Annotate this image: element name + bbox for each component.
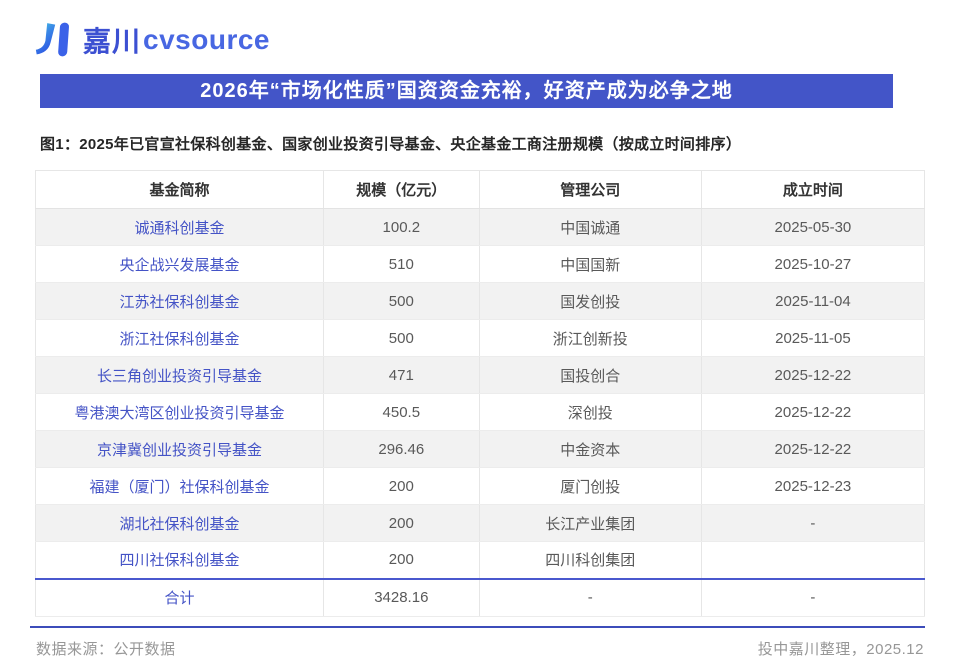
fund-name-link[interactable]: 江苏社保科创基金 — [119, 293, 240, 311]
column-header-date: 成立时间 — [701, 170, 925, 209]
date-cell: 2025-12-23 — [701, 467, 925, 505]
date-cell: 2025-12-22 — [701, 393, 925, 431]
manager-cell: 厦门创投 — [479, 467, 702, 505]
scale-cell: 510 — [323, 245, 480, 283]
footer-divider — [30, 626, 925, 628]
date-cell: 2025-11-05 — [701, 319, 925, 357]
manager-cell: 中国国新 — [479, 245, 702, 283]
banner-title: 2026年“市场化性质”国资资金充裕，好资产成为必争之地 — [200, 80, 733, 102]
total-label-cell: 合计 — [35, 577, 325, 617]
manager-cell: 浙江创新投 — [479, 319, 702, 357]
table-row: 江苏社保科创基金 500 国发创投 2025-11-04 — [35, 282, 925, 320]
date-cell: 2025-05-30 — [701, 208, 925, 246]
column-header-fund: 基金简称 — [35, 170, 325, 209]
fund-name-link[interactable]: 央企战兴发展基金 — [119, 256, 240, 274]
table-body: 诚通科创基金 100.2 中国诚通 2025-05-30 央企战兴发展基金 510 中国国新… — [35, 208, 925, 579]
scale-cell: 500 — [323, 282, 480, 320]
date-cell: 2025-12-22 — [701, 430, 925, 468]
manager-cell: 深创投 — [479, 393, 702, 431]
page-footer: 数据来源：公开数据 投中嘉川整理，2025.12 — [36, 638, 924, 659]
table-header-row: 基金简称 规模（亿元） 管理公司 成立时间 — [35, 170, 925, 209]
total-date-cell: - — [701, 577, 925, 617]
table-row: 央企战兴发展基金 510 中国国新 2025-10-27 — [35, 245, 925, 283]
scale-cell: 450.5 — [323, 393, 480, 431]
table-row: 四川社保科创基金 200 四川科创集团 — [35, 541, 925, 579]
manager-cell: 四川科创集团 — [479, 541, 702, 579]
scale-cell: 296.46 — [323, 430, 480, 468]
brand-header: 嘉川 cvsource — [35, 20, 960, 60]
brand-name-cn: 嘉川 — [83, 26, 142, 57]
column-header-scale: 规模（亿元） — [323, 170, 480, 209]
fund-cell: 央企战兴发展基金 — [35, 245, 325, 283]
fund-cell: 浙江社保科创基金 — [35, 319, 325, 357]
scale-cell: 200 — [323, 467, 480, 505]
scale-cell: 100.2 — [323, 208, 480, 246]
brand-name-en: cvsource — [143, 24, 270, 55]
fund-name-link[interactable]: 粤港澳大湾区创业投资引导基金 — [74, 404, 285, 422]
scale-cell: 200 — [323, 541, 480, 579]
scale-cell: 500 — [323, 319, 480, 357]
fund-name-link[interactable]: 浙江社保科创基金 — [119, 330, 240, 348]
title-banner: 2026年“市场化性质”国资资金充裕，好资产成为必争之地 — [40, 74, 893, 108]
table-row: 粤港澳大湾区创业投资引导基金 450.5 深创投 2025-12-22 — [35, 393, 925, 431]
fund-cell: 湖北社保科创基金 — [35, 504, 325, 542]
table-row: 诚通科创基金 100.2 中国诚通 2025-05-30 — [35, 208, 925, 246]
manager-cell: 国发创投 — [479, 282, 702, 320]
fund-name-link[interactable]: 长三角创业投资引导基金 — [97, 367, 263, 385]
fund-cell: 江苏社保科创基金 — [35, 282, 325, 320]
data-source-text: 数据来源：公开数据 — [36, 641, 176, 658]
manager-cell: 国投创合 — [479, 356, 702, 394]
manager-cell: 中国诚通 — [479, 208, 702, 246]
date-cell — [701, 541, 925, 579]
table-row: 长三角创业投资引导基金 471 国投创合 2025-12-22 — [35, 356, 925, 394]
credit-text: 投中嘉川整理，2025.12 — [757, 641, 924, 658]
total-manager-cell: - — [479, 577, 702, 617]
date-cell: 2025-11-04 — [701, 282, 925, 320]
table-row: 福建（厦门）社保科创基金 200 厦门创投 2025-12-23 — [35, 467, 925, 505]
fund-cell: 京津冀创业投资引导基金 — [35, 430, 325, 468]
figure-caption: 图1：2025年已官宣社保科创基金、国家创业投资引导基金、央企基金工商注册规模（… — [40, 136, 742, 153]
fund-cell: 福建（厦门）社保科创基金 — [35, 467, 325, 505]
total-row: 合计 3428.16 - - — [35, 577, 925, 617]
scale-cell: 200 — [323, 504, 480, 542]
column-header-manager: 管理公司 — [479, 170, 702, 209]
table-row: 京津冀创业投资引导基金 296.46 中金资本 2025-12-22 — [35, 430, 925, 468]
date-cell: 2025-10-27 — [701, 245, 925, 283]
fund-name-link[interactable]: 四川社保科创基金 — [119, 552, 240, 570]
fund-table: 基金简称 规模（亿元） 管理公司 成立时间 诚通科创基金 100.2 中国诚通 202… — [35, 170, 925, 617]
report-page: 嘉川 cvsource 2026年“市场化性质”国资资金充裕，好资产成为必争之地… — [0, 20, 960, 669]
fund-cell: 粤港澳大湾区创业投资引导基金 — [35, 393, 325, 431]
table-row: 浙江社保科创基金 500 浙江创新投 2025-11-05 — [35, 319, 925, 357]
fund-cell: 长三角创业投资引导基金 — [35, 356, 325, 394]
fund-cell: 四川社保科创基金 — [35, 541, 325, 579]
fund-name-link[interactable]: 京津冀创业投资引导基金 — [97, 441, 263, 459]
fund-name-link[interactable]: 福建（厦门）社保科创基金 — [89, 478, 270, 496]
date-cell: - — [701, 504, 925, 542]
scale-cell: 471 — [323, 356, 480, 394]
manager-cell: 长江产业集团 — [479, 504, 702, 542]
date-cell: 2025-12-22 — [701, 356, 925, 394]
fund-name-link[interactable]: 湖北社保科创基金 — [119, 515, 240, 533]
table-row: 湖北社保科创基金 200 长江产业集团 - — [35, 504, 925, 542]
jiachuan-logo-icon — [35, 22, 75, 58]
total-label: 合计 — [164, 590, 195, 608]
manager-cell: 中金资本 — [479, 430, 702, 468]
fund-cell: 诚通科创基金 — [35, 208, 325, 246]
fund-name-link[interactable]: 诚通科创基金 — [134, 219, 225, 237]
total-scale-cell: 3428.16 — [323, 577, 480, 617]
